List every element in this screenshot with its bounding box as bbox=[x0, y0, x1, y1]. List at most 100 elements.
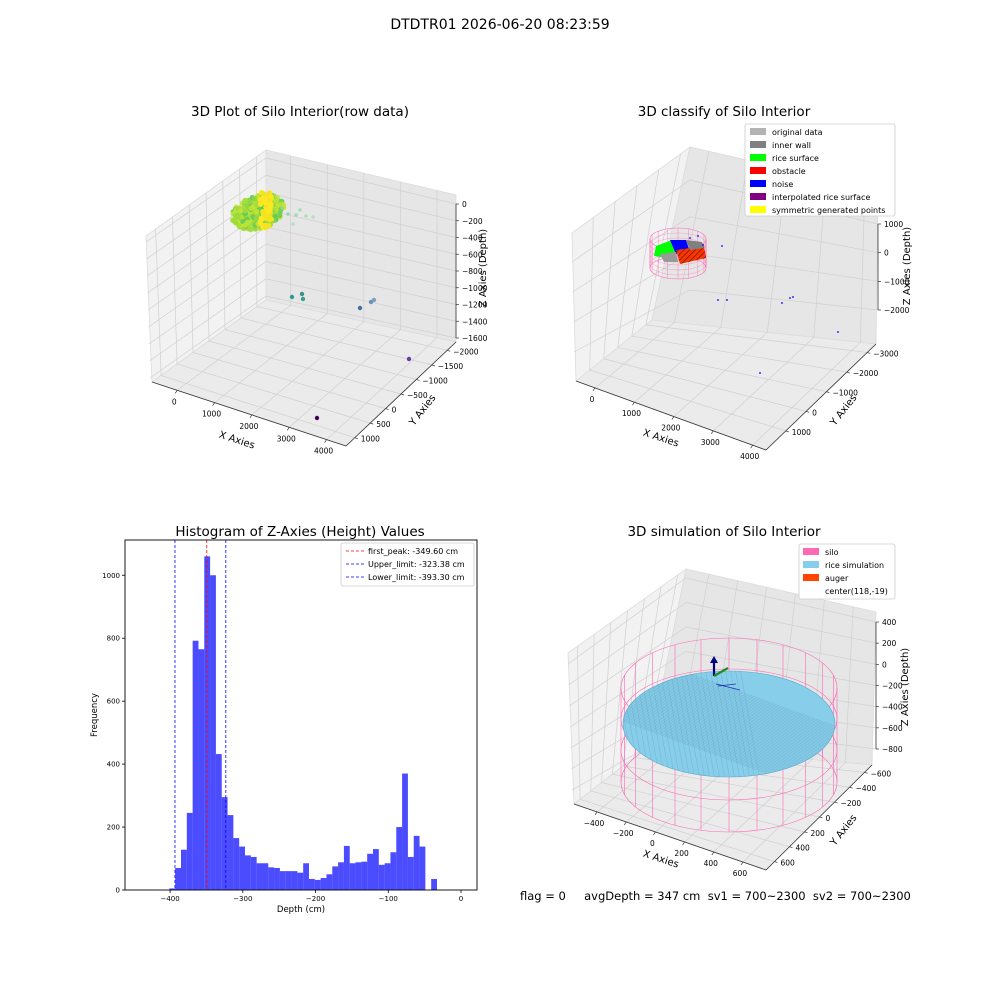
histogram-bar bbox=[402, 773, 408, 890]
x-tick-label: 0 bbox=[172, 397, 177, 406]
legend-label: interpolated rice surface bbox=[772, 193, 870, 202]
panel4-axes: −400−20002004006006004002000−200−400−600… bbox=[573, 618, 903, 878]
x-tick-label: 2000 bbox=[661, 424, 680, 433]
y-tick-label: −2000 bbox=[853, 369, 879, 378]
y-tick-label: 200 bbox=[811, 829, 826, 838]
y-tick-label: 600 bbox=[107, 698, 120, 706]
panel2-title: 3D classify of Silo Interior bbox=[638, 104, 811, 120]
z-tick-label: −2000 bbox=[884, 306, 910, 315]
legend-swatch bbox=[750, 154, 766, 161]
legend-label: rice surface bbox=[772, 154, 819, 163]
y-tick-label: −500 bbox=[407, 391, 428, 400]
x-tick-label: −300 bbox=[233, 895, 252, 903]
histogram-legend: first_peak: -349.60 cm Upper_limit: -323.… bbox=[340, 542, 475, 587]
histogram-bar bbox=[355, 862, 362, 890]
panel1-points bbox=[230, 189, 412, 421]
x-tick-label: 1000 bbox=[202, 410, 221, 419]
y-tick-label: 0 bbox=[812, 408, 817, 417]
y-tick-label: 400 bbox=[795, 844, 810, 853]
legend-swatch bbox=[803, 561, 819, 568]
legend-swatch bbox=[750, 193, 766, 200]
legend-label: original data bbox=[772, 128, 823, 137]
histogram-bar bbox=[407, 856, 414, 890]
histogram-bar bbox=[204, 556, 211, 890]
histogram-reference-lines bbox=[174, 540, 227, 890]
y-tick-label: 1000 bbox=[102, 572, 120, 580]
histogram-frame bbox=[124, 539, 478, 891]
histogram-bar bbox=[373, 849, 379, 890]
panel2-axes: 0 1000 2000 3000 4000 1000 0 −1000 −2000 −3000 100… bbox=[575, 220, 910, 461]
z-tick-label: 0 bbox=[884, 249, 889, 258]
panel-raw-3d: 3D Plot of Silo Interior(row data) 0 1000… bbox=[145, 104, 489, 456]
histogram-bar bbox=[262, 863, 269, 890]
x-tick-label: 400 bbox=[704, 859, 719, 868]
histogram-ylabel: Frequency bbox=[90, 693, 100, 737]
status-footer: flag = 0 avgDepth = 347 cm sv1 = 700~230… bbox=[520, 889, 911, 903]
histogram-bar bbox=[181, 849, 187, 890]
legend-label: noise bbox=[772, 180, 793, 189]
panel4-title: 3D simulation of Silo Interior bbox=[627, 524, 821, 540]
histogram-bar bbox=[227, 815, 234, 890]
x-tick-label: 0 bbox=[459, 895, 463, 903]
z-tick-label: 0 bbox=[462, 200, 467, 209]
figure-title: DTDTR01 2026-06-20 08:23:59 bbox=[390, 17, 610, 33]
z-tick-label: −200 bbox=[882, 682, 903, 691]
panel2-noise-points bbox=[689, 235, 839, 374]
y-tick-label: 1000 bbox=[361, 435, 380, 444]
panel-histogram: Histogram of Z-Axies (Height) Values −40… bbox=[90, 524, 478, 915]
histogram-axes: −400 −300 −200 −100 0 0 200 400 600 800 1000 bbox=[102, 572, 463, 903]
y-tick-label: −200 bbox=[841, 799, 862, 808]
panel2-silo-wireframe bbox=[649, 227, 707, 280]
z-tick-label: −1600 bbox=[462, 334, 488, 343]
histogram-bar bbox=[221, 797, 228, 890]
z-tick-label: −800 bbox=[462, 267, 483, 276]
panel1-zlabel: Z Axies (Depth) bbox=[478, 229, 489, 307]
panel2-gridlines bbox=[571, 151, 879, 446]
x-tick-label: 600 bbox=[733, 869, 748, 878]
z-tick-label: 200 bbox=[882, 639, 897, 648]
histogram-bar bbox=[320, 878, 327, 890]
z-tick-label: −400 bbox=[462, 234, 483, 243]
z-tick-label: −400 bbox=[882, 703, 903, 712]
legend-label: silo bbox=[825, 548, 839, 557]
y-tick-label: 0 bbox=[826, 814, 831, 823]
histogram-bar bbox=[268, 867, 275, 890]
panel-simulation-3d: 3D simulation of Silo Interior −400 −200 0… bbox=[567, 524, 911, 878]
z-tick-label: −1400 bbox=[462, 317, 488, 326]
histogram-bar bbox=[233, 838, 240, 890]
legend-label: first_peak: -349.60 cm bbox=[368, 547, 458, 556]
legend-swatch bbox=[803, 548, 819, 555]
x-tick-label: 3000 bbox=[701, 438, 720, 447]
panel1-xlabel: X Axies bbox=[218, 430, 257, 452]
histogram-bar bbox=[192, 640, 199, 890]
panel1-axes: 0100020003000400010005000−500−1000−1500−… bbox=[151, 200, 488, 456]
histogram-bar bbox=[361, 861, 368, 890]
z-tick-label: −1000 bbox=[884, 277, 910, 286]
histogram-bar bbox=[309, 878, 315, 890]
rice-simulation-surface bbox=[622, 670, 836, 778]
y-tick-label: 800 bbox=[107, 635, 120, 643]
histogram-bar bbox=[279, 871, 286, 890]
histogram-bar bbox=[431, 878, 437, 890]
histogram-bar bbox=[239, 846, 245, 890]
histogram-bar bbox=[314, 879, 321, 890]
histogram-bar bbox=[384, 863, 391, 890]
x-tick-label: 200 bbox=[674, 849, 689, 858]
histogram-bar bbox=[250, 856, 257, 890]
histogram-bar bbox=[396, 827, 403, 890]
legend-label: symmetric generated points bbox=[772, 206, 885, 215]
histogram-bar bbox=[198, 649, 205, 890]
z-tick-label: 0 bbox=[882, 660, 887, 669]
x-tick-label: 0 bbox=[590, 395, 595, 404]
x-tick-label: −200 bbox=[613, 829, 634, 838]
histogram-bar bbox=[274, 867, 280, 890]
panel3-title: Histogram of Z-Axies (Height) Values bbox=[175, 524, 424, 540]
legend-label: auger bbox=[825, 574, 849, 583]
y-tick-label: −1000 bbox=[833, 389, 859, 398]
z-tick-label: −600 bbox=[882, 724, 903, 733]
histogram-bar bbox=[256, 863, 263, 890]
panel4-legend: silo rice simulation auger center(118,-19) bbox=[798, 543, 896, 600]
y-tick-label: 600 bbox=[780, 859, 795, 868]
panel2-zlabel: Z Axies (Depth) bbox=[902, 227, 913, 305]
